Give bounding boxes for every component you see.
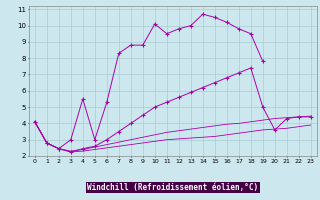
Text: Windchill (Refroidissement éolien,°C): Windchill (Refroidissement éolien,°C) (87, 183, 258, 192)
